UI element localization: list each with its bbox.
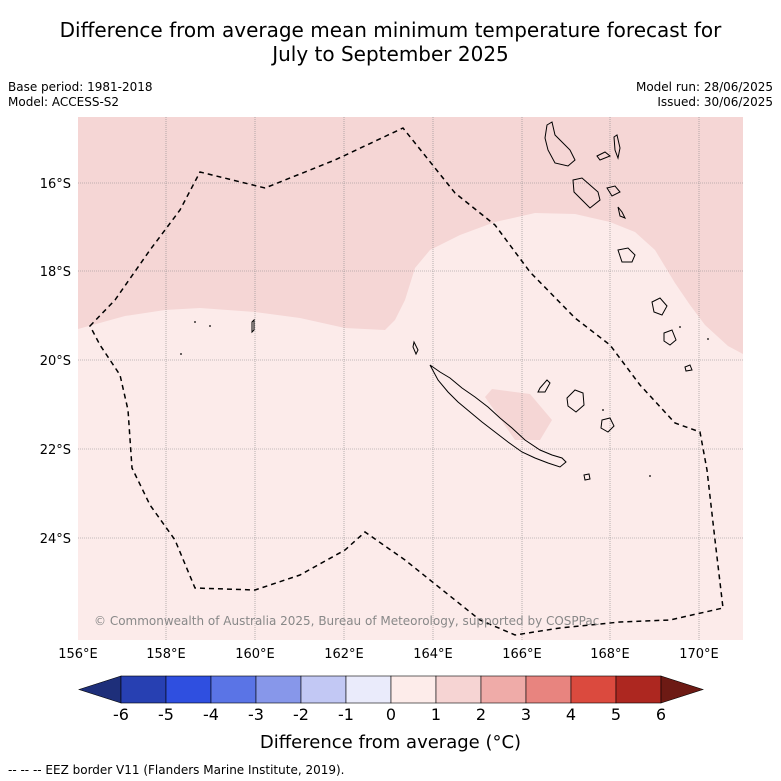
meta-right: Model run: 28/06/2025 Issued: 30/06/2025	[636, 80, 773, 110]
epi-island	[617, 206, 627, 219]
colorbar-tick-label: 2	[476, 705, 486, 724]
matthew-island	[684, 364, 693, 372]
lon-label: 160°E	[235, 647, 275, 662]
colorbar-bin	[300, 675, 347, 704]
colorbar-bin	[480, 675, 527, 704]
latitude-labels: 16°S 18°S 20°S 22°S 24°S	[40, 177, 71, 547]
islet-2	[209, 325, 211, 327]
anomaly-patch-1-2	[485, 389, 552, 440]
map-panel: © Commonwealth of Australia 2025, Bureau…	[78, 117, 743, 640]
islet-6	[649, 475, 651, 477]
colorbar-bin	[255, 675, 302, 704]
lat-label: 20°S	[40, 354, 71, 369]
colorbar-bin	[210, 675, 257, 704]
islet-4	[679, 326, 681, 328]
islet-7	[602, 409, 604, 411]
colorbar-bin	[525, 675, 572, 704]
belep-islands	[412, 340, 419, 356]
colorbar-extend-low	[78, 675, 122, 704]
ambae-island	[596, 151, 611, 161]
ambrym-island	[606, 185, 621, 197]
ouvea-island	[537, 379, 551, 393]
copyright-text: © Commonwealth of Australia 2025, Bureau…	[94, 614, 599, 628]
new-caledonia-grande-terre	[429, 364, 567, 468]
title-line-1: Difference from average mean minimum tem…	[59, 18, 722, 42]
malekula-island	[572, 177, 601, 209]
colorbar-tick-label: 0	[386, 705, 396, 724]
lifou-island	[566, 389, 585, 413]
colorbar-label: Difference from average (°C)	[259, 732, 522, 753]
colorbar-tick-label: -2	[293, 705, 309, 724]
colorbar-tick-label: -4	[203, 705, 219, 724]
lon-label: 156°E	[58, 647, 98, 662]
colorbar: -6 -5 -4 -3 -2 -1 0 1 2 3 4 5 6	[78, 675, 704, 724]
colorbar-bin	[570, 675, 617, 704]
lat-label: 22°S	[40, 443, 71, 458]
lon-label: 170°E	[679, 647, 719, 662]
islet-3	[180, 353, 182, 355]
lat-label: 18°S	[40, 265, 71, 280]
lat-label: 16°S	[40, 177, 71, 192]
lon-label: 166°E	[502, 647, 542, 662]
colorbar-tick-label: 6	[656, 705, 666, 724]
colorbar-extend-high	[660, 675, 704, 704]
base-period-text: Base period: 1981-2018	[8, 80, 153, 94]
espiritu-santo	[544, 121, 576, 167]
colorbar-tick-label: 3	[521, 705, 531, 724]
model-run-text: Model run: 28/06/2025	[635, 80, 773, 94]
longitude-labels: 156°E 158°E 160°E 162°E 164°E 166°E 168°…	[58, 647, 719, 662]
chesterfield-islet	[251, 318, 255, 334]
lon-label: 168°E	[590, 647, 630, 662]
lon-label: 162°E	[324, 647, 364, 662]
colorbar-tick-label: -5	[158, 705, 174, 724]
colorbar-tick-label: -1	[338, 705, 354, 724]
colorbar-tick-label: -6	[113, 705, 129, 724]
colorbar-bin	[435, 675, 482, 704]
meta-left: Base period: 1981-2018 Model: ACCESS-S2	[8, 80, 153, 110]
lat-label: 24°S	[40, 532, 71, 547]
anomaly-region-1-2	[78, 117, 743, 354]
erromango-island	[651, 297, 668, 316]
colorbar-tick-label: 4	[566, 705, 576, 724]
efate-island	[617, 247, 636, 263]
colorbar-bin	[165, 675, 212, 704]
colorbar-tick-label: 5	[611, 705, 621, 724]
colorbar-tick-label: -3	[248, 705, 264, 724]
issued-text: Issued: 30/06/2025	[657, 95, 773, 109]
colorbar-bin	[345, 675, 392, 704]
tanna-island	[663, 329, 677, 346]
lon-label: 164°E	[413, 647, 453, 662]
lon-label: 158°E	[146, 647, 186, 662]
model-text: Model: ACCESS-S2	[8, 95, 120, 109]
isle-of-pines	[583, 473, 591, 481]
colorbar-bin	[120, 675, 167, 704]
eez-border	[89, 127, 724, 636]
mare-island	[600, 417, 615, 433]
colorbar-bin	[615, 675, 662, 704]
colorbar-bin	[390, 675, 437, 704]
islet-5	[707, 338, 709, 340]
colorbar-tick-label: 1	[431, 705, 441, 724]
eez-legend-text: -- -- -- EEZ border V11 (Flanders Marine…	[8, 763, 345, 777]
title-line-2: July to September 2025	[272, 42, 509, 66]
islet-1	[194, 321, 196, 323]
chart-title: Difference from average mean minimum tem…	[0, 18, 781, 66]
maewo-island	[613, 134, 621, 160]
gridlines	[78, 117, 743, 640]
